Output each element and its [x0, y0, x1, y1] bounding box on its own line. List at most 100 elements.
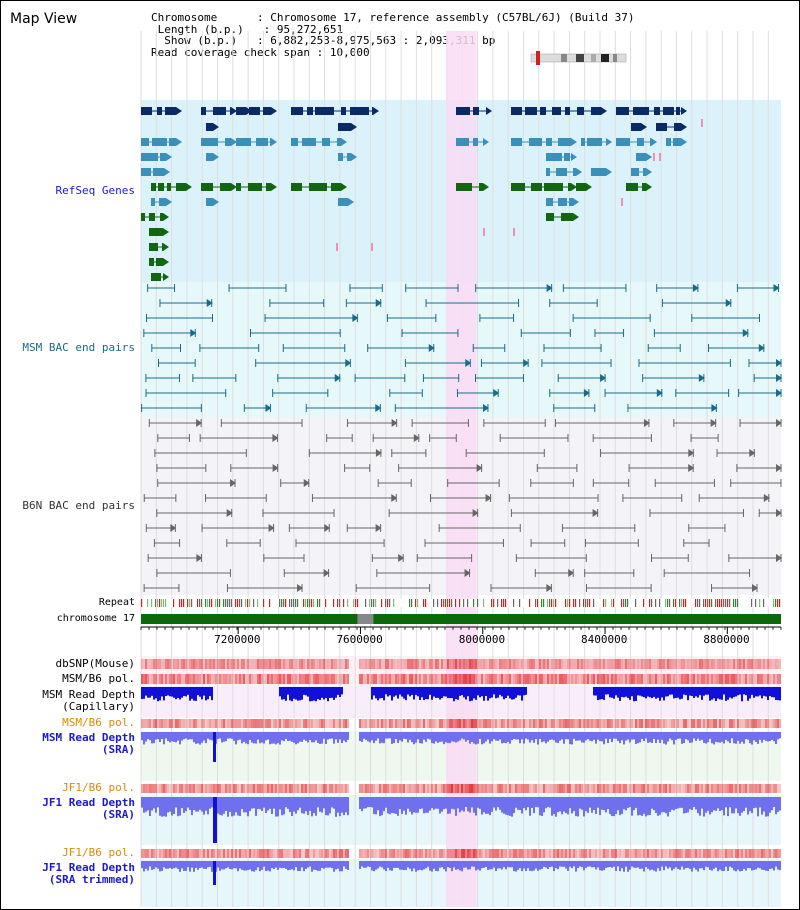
msm-b6-sra-polymorphism	[503, 719, 505, 728]
jf1-b6-polymorphism	[249, 784, 251, 793]
msm-sra-depth	[531, 732, 533, 741]
track-label-refseq-genes[interactable]: RefSeq Genes	[55, 184, 135, 197]
msm-capillary-depth	[779, 687, 781, 701]
msm-b6-polymorphism	[561, 674, 563, 684]
msm-b6-sra-polymorphism	[361, 719, 363, 728]
jf1-trim-depth	[765, 861, 767, 871]
track-label-msm-b6-pol-sra[interactable]: MSM/B6 pol.	[62, 716, 135, 729]
track-label-jf1-depth-trimmed[interactable]: JF1 Read Depth (SRA trimmed)	[42, 862, 135, 886]
msm-capillary-depth	[609, 687, 611, 698]
track-label-msm-b6-pol[interactable]: MSM/B6 pol.	[62, 672, 135, 685]
jf1-b6-polymorphism	[621, 784, 623, 793]
jf1-sra-depth	[161, 797, 163, 817]
jf1-sra-depth	[471, 797, 473, 808]
dbsnp-density	[661, 659, 663, 669]
msm-sra-depth	[683, 732, 685, 744]
track-label-msm-depth-sra[interactable]: MSM Read Depth (SRA)	[42, 732, 135, 756]
msm-b6-polymorphism	[571, 674, 573, 684]
gene-exon	[558, 138, 571, 146]
jf1-trim-depth	[445, 861, 447, 872]
msm-sra-depth	[551, 732, 553, 740]
msm-sra-depth	[519, 732, 521, 744]
dbsnp-density	[431, 659, 433, 669]
msm-sra-depth	[577, 732, 579, 741]
jf1-trim-depth	[579, 861, 581, 867]
track-label-msm-bac-end-pairs[interactable]: MSM BAC end pairs	[22, 341, 135, 354]
gene-exon	[206, 153, 213, 161]
gene-exon	[291, 138, 298, 146]
repeat-element	[589, 599, 591, 607]
msm-b6-sra-polymorphism	[733, 719, 735, 728]
jf1-b6-polymorphism	[611, 784, 613, 793]
msm-b6-polymorphism	[689, 674, 691, 684]
msm-b6-sra-polymorphism	[553, 719, 555, 728]
dbsnp-density	[447, 659, 449, 669]
jf1-sra-depth	[677, 797, 679, 809]
dbsnp-density	[407, 659, 409, 669]
jf1-sra-depth	[695, 797, 697, 810]
dbsnp-density	[615, 659, 617, 669]
track-label-dbsnp[interactable]: dbSNP(Mouse)	[55, 657, 135, 670]
jf1-sra-depth	[143, 797, 145, 813]
jf1-b6-trim-polymorphism	[605, 849, 607, 858]
msm-b6-polymorphism	[479, 674, 481, 684]
jf1-trim-depth	[593, 861, 595, 867]
msm-capillary-depth	[327, 687, 329, 702]
jf1-trim-depth	[559, 861, 561, 867]
jf1-b6-polymorphism	[541, 784, 543, 793]
track-label-jf1-b6-pol[interactable]: JF1/B6 pol.	[62, 781, 135, 794]
msm-b6-sra-polymorphism	[441, 719, 443, 728]
gene-exon	[666, 138, 671, 146]
msm-capillary-depth	[419, 687, 421, 700]
jf1-b6-trim-polymorphism	[545, 849, 547, 858]
jf1-trim-depth	[289, 861, 291, 870]
jf1-b6-trim-polymorphism	[707, 849, 709, 858]
dbsnp-density	[337, 659, 339, 669]
repeat-element	[389, 599, 391, 607]
dbsnp-density	[275, 659, 277, 669]
jf1-sra-depth	[675, 797, 677, 810]
msm-b6-polymorphism	[491, 674, 493, 684]
jf1-b6-trim-polymorphism	[195, 849, 197, 858]
msm-sra-depth	[191, 732, 193, 740]
jf1-trim-depth	[327, 861, 329, 868]
dbsnp-density	[509, 659, 511, 669]
msm-capillary-depth	[145, 687, 147, 696]
jf1-b6-trim-polymorphism	[243, 849, 245, 858]
track-label-b6n-bac-end-pairs[interactable]: B6N BAC end pairs	[22, 499, 135, 512]
dbsnp-density	[459, 659, 461, 669]
jf1-b6-trim-polymorphism	[361, 849, 363, 858]
jf1-b6-trim-polymorphism	[575, 849, 577, 858]
jf1-b6-polymorphism	[505, 784, 507, 793]
dbsnp-density	[633, 659, 635, 669]
gene-marker	[659, 153, 661, 161]
msm-sra-depth	[639, 732, 641, 743]
msm-b6-sra-polymorphism	[279, 719, 281, 728]
repeat-element	[773, 599, 775, 607]
track-label-jf1-depth-sra[interactable]: JF1 Read Depth (SRA)	[42, 797, 135, 821]
msm-b6-polymorphism	[717, 674, 719, 684]
msm-b6-polymorphism	[261, 674, 263, 684]
dbsnp-density	[543, 659, 545, 669]
b6n-bac-arrow	[324, 524, 331, 532]
jf1-sra-depth	[205, 797, 207, 811]
msm-b6-polymorphism	[645, 674, 647, 684]
msm-b6-polymorphism	[577, 674, 579, 684]
jf1-b6-trim-polymorphism	[591, 849, 593, 858]
jf1-sra-depth	[207, 797, 209, 815]
repeat-element	[191, 599, 193, 607]
jf1-b6-trim-polymorphism	[235, 849, 237, 858]
track-label-jf1-b6-pol-trimmed[interactable]: JF1/B6 pol.	[62, 846, 135, 859]
track-label-msm-depth-capillary[interactable]: MSM Read Depth (Capillary)	[42, 689, 135, 713]
jf1-trim-depth	[271, 861, 273, 869]
jf1-sra-depth	[313, 797, 315, 814]
dbsnp-density	[381, 659, 383, 669]
jf1-b6-trim-polymorphism	[503, 849, 505, 858]
jf1-b6-trim-polymorphism	[257, 849, 259, 858]
jf1-b6-polymorphism	[713, 784, 715, 793]
msm-b6-polymorphism	[651, 674, 653, 684]
msm-sra-depth	[573, 732, 575, 739]
jf1-sra-depth	[609, 797, 611, 815]
